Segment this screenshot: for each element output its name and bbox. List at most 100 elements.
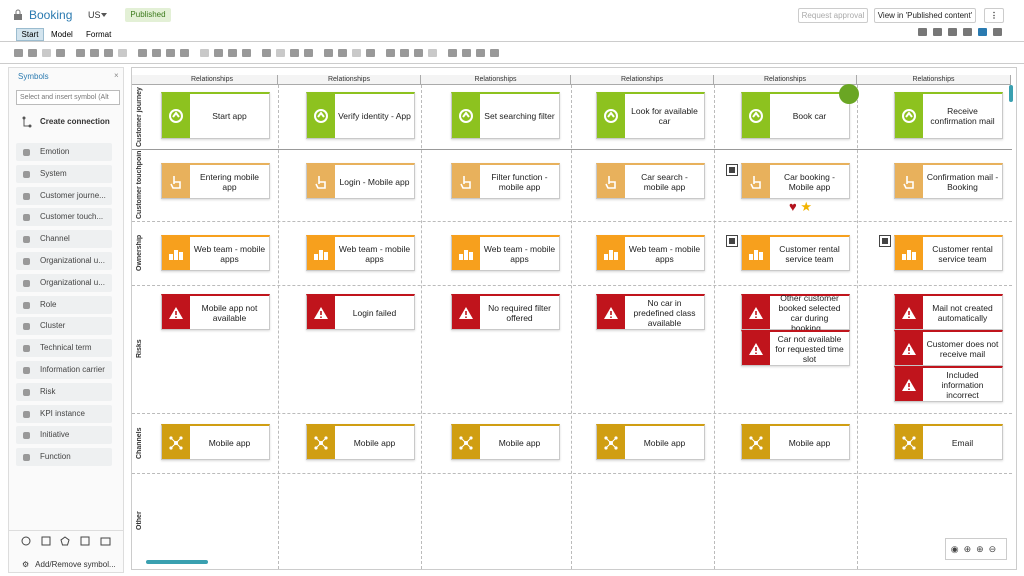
column-header[interactable]: Relationships <box>571 75 714 85</box>
symbol-item[interactable]: Technical term <box>16 339 112 358</box>
toolbar-button[interactable] <box>242 49 251 57</box>
diagram-object[interactable]: Look for available car <box>596 92 705 139</box>
toolbar-button[interactable] <box>118 49 127 57</box>
diagram-object[interactable]: Receive confirmation mail <box>894 92 1003 139</box>
toolbar-button[interactable] <box>324 49 333 57</box>
toolbar-button[interactable] <box>262 49 271 57</box>
toolbar-button[interactable] <box>166 49 175 57</box>
view-button[interactable] <box>963 28 972 36</box>
diagram-object[interactable]: Customer does not receive mail <box>894 330 1003 366</box>
diagram-object[interactable]: Filter function - mobile app <box>451 163 560 199</box>
toolbar-button[interactable] <box>138 49 147 57</box>
diagram-object[interactable]: Web team - mobile apps <box>596 235 705 271</box>
toolbar-button[interactable] <box>28 49 37 57</box>
row-label[interactable]: Customer touchpoints <box>136 151 143 219</box>
toolbar-button[interactable] <box>200 49 209 57</box>
toolbar-button[interactable] <box>76 49 85 57</box>
diagram-object[interactable]: Mobile app <box>596 424 705 460</box>
zoom-controls[interactable]: ◉⊕⊕⊖ <box>945 538 1007 560</box>
toolbar-button[interactable] <box>400 49 409 57</box>
diagram-object[interactable]: Start app <box>161 92 270 139</box>
toolbar-button[interactable] <box>56 49 65 57</box>
column-header[interactable]: Relationships <box>147 75 278 85</box>
toolbar-button[interactable] <box>490 49 499 57</box>
diagram-object[interactable]: Customer rental service team <box>894 235 1003 271</box>
request-approval-button[interactable]: Request approval <box>798 8 868 23</box>
symbol-item[interactable]: Initiative <box>16 426 112 445</box>
view-button[interactable] <box>918 28 927 36</box>
toolbar-button[interactable] <box>338 49 347 57</box>
tab-active[interactable]: Start <box>16 28 44 41</box>
symbol-item[interactable]: Channel <box>16 230 112 249</box>
diagram-object[interactable]: Entering mobile app <box>161 163 270 199</box>
toolbar-button[interactable] <box>462 49 471 57</box>
toolbar-button[interactable] <box>366 49 375 57</box>
diagram-object[interactable]: Login failed <box>306 294 415 330</box>
scrollbar[interactable] <box>146 560 208 564</box>
diagram-object[interactable]: No required filter offered <box>451 294 560 330</box>
symbol-item[interactable]: Cluster <box>16 317 112 336</box>
symbol-item[interactable]: Customer journe... <box>16 186 112 205</box>
scrollbar[interactable] <box>1009 85 1013 102</box>
symbol-item[interactable]: Role <box>16 295 112 314</box>
toolbar-button[interactable] <box>414 49 423 57</box>
view-button[interactable] <box>978 28 987 36</box>
more-button[interactable]: ⋮ <box>984 8 1004 23</box>
view-published-button[interactable]: View in 'Published content' <box>874 8 976 23</box>
toolbar-button[interactable] <box>214 49 223 57</box>
toolbar-button[interactable] <box>476 49 485 57</box>
toolbar-button[interactable] <box>180 49 189 57</box>
row-label[interactable]: Risks <box>136 339 143 359</box>
toolbar-button[interactable] <box>290 49 299 57</box>
diagram-object[interactable]: Car not available for requested time slo… <box>741 330 850 366</box>
row-label[interactable]: Customer journey ... <box>136 87 143 147</box>
toolbar-button[interactable] <box>152 49 161 57</box>
locale-dropdown[interactable]: US <box>88 10 101 20</box>
symbol-item[interactable]: Organizational u... <box>16 252 112 270</box>
symbol-item[interactable]: Function <box>16 448 112 467</box>
tab[interactable]: Model <box>51 30 73 39</box>
toolbar-button[interactable] <box>228 49 237 57</box>
diagram-object[interactable]: Mobile app <box>451 424 560 460</box>
toolbar-button[interactable] <box>276 49 285 57</box>
diagram-object[interactable]: Included information incorrect <box>894 366 1003 402</box>
diagram-object[interactable]: Other customer booked selected car durin… <box>741 293 850 333</box>
shape-tools[interactable] <box>20 535 114 547</box>
diagram-object[interactable]: Web team - mobile apps <box>451 235 560 271</box>
toolbar-button[interactable] <box>104 49 113 57</box>
toolbar-button[interactable] <box>448 49 457 57</box>
search-input[interactable]: Select and insert symbol (Alt <box>16 90 120 105</box>
diagram-object[interactable]: Mobile app <box>741 424 850 460</box>
toolbar-button[interactable] <box>386 49 395 57</box>
symbol-item[interactable]: Organizational u... <box>16 273 112 292</box>
row-label[interactable]: Other <box>136 511 143 531</box>
diagram-object[interactable]: Mail not created automatically <box>894 294 1003 330</box>
symbol-item[interactable]: Risk <box>16 382 112 401</box>
diagram-object[interactable]: Set searching filter <box>451 92 560 139</box>
diagram-object[interactable]: Customer rental service team <box>741 235 850 271</box>
diagram-object[interactable]: Email <box>894 424 1003 460</box>
tab[interactable]: Format <box>86 30 112 39</box>
diagram-object[interactable]: Car search - mobile app <box>596 163 705 199</box>
symbol-item[interactable]: Customer touch... <box>16 208 112 227</box>
view-button[interactable] <box>993 28 1002 36</box>
row-label[interactable]: Channels <box>136 427 143 459</box>
close-icon[interactable]: × <box>114 71 119 80</box>
diagram-object[interactable]: No car in predefined class available <box>596 294 705 330</box>
symbol-item[interactable]: Information carrier <box>16 361 112 379</box>
diagram-object[interactable]: Confirmation mail - Booking <box>894 163 1003 199</box>
diagram-object[interactable]: Mobile app not available <box>161 294 270 330</box>
column-header[interactable]: Relationships <box>278 75 421 85</box>
diagram-object[interactable]: Web team - mobile apps <box>306 235 415 271</box>
column-header[interactable]: Relationships <box>421 75 571 85</box>
diagram-object[interactable]: Mobile app <box>306 424 415 460</box>
diagram-object[interactable]: Web team - mobile apps <box>161 235 270 271</box>
diagram-canvas[interactable]: Relationships Relationships Relationships R… <box>131 67 1017 570</box>
diagram-object[interactable]: Verify identity - App <box>306 92 415 139</box>
toolbar-button[interactable] <box>14 49 23 57</box>
view-button[interactable] <box>948 28 957 36</box>
toolbar-button[interactable] <box>352 49 361 57</box>
toolbar-button[interactable] <box>90 49 99 57</box>
diagram-object[interactable]: Car booking - Mobile app <box>741 163 850 199</box>
view-button[interactable] <box>933 28 942 36</box>
